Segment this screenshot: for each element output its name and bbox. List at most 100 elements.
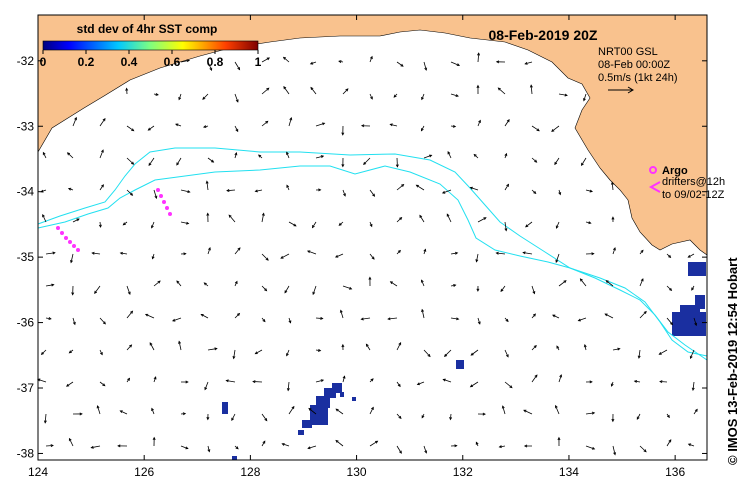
current-arrow (365, 343, 371, 351)
current-arrow (315, 155, 325, 159)
current-arrow (341, 157, 345, 168)
current-arrow (315, 316, 324, 320)
current-arrow (531, 313, 536, 319)
colorbar (42, 40, 259, 51)
current-arrow (555, 221, 560, 229)
current-arrow (122, 221, 128, 226)
current-arrow (369, 55, 373, 63)
current-arrow (611, 216, 615, 223)
current-arrow (261, 440, 266, 447)
current-arrow (339, 309, 344, 319)
colorbar-title: std dev of 4hr SST comp (77, 22, 218, 36)
current-arrow (234, 280, 238, 287)
current-arrow (261, 413, 268, 422)
current-arrow (498, 445, 506, 449)
current-arrow (476, 285, 480, 292)
current-arrow (338, 60, 344, 64)
current-arrow (180, 59, 191, 63)
current-arrow (360, 124, 371, 128)
current-arrow (334, 253, 344, 258)
current-arrow (610, 181, 614, 191)
current-arrow (396, 61, 404, 67)
y-tick-label: -37 (17, 381, 35, 395)
current-arrow (254, 349, 263, 355)
current-arrow (288, 317, 292, 324)
current-vectors (37, 52, 698, 456)
current-arrow (205, 180, 209, 191)
colorbar-ticks: 0 0.2 0.4 0.6 0.8 1 (40, 50, 262, 69)
current-arrow (531, 344, 537, 351)
current-arrow (477, 52, 481, 63)
current-arrow (286, 151, 290, 159)
current-arrow (42, 213, 47, 223)
current-arrow (639, 249, 644, 255)
current-arrow (126, 157, 135, 165)
current-arrow (72, 412, 83, 416)
y-tick-label: -36 (17, 316, 35, 330)
current-arrow (363, 157, 371, 166)
current-arrow (283, 86, 290, 95)
current-arrow (450, 284, 457, 287)
current-arrow (389, 281, 398, 287)
current-arrow (421, 93, 425, 101)
current-arrow (524, 61, 533, 65)
current-arrow (396, 342, 402, 351)
current-arrow (66, 152, 74, 159)
argo-label: Argo (662, 165, 688, 177)
current-arrow (369, 189, 376, 197)
current-arrow (282, 56, 290, 63)
current-arrow (261, 120, 269, 127)
current-arrow (369, 378, 374, 383)
x-tick-label: 134 (559, 465, 579, 479)
current-arrow (504, 221, 508, 232)
current-arrow (497, 87, 506, 95)
current-arrow (126, 125, 135, 132)
current-arrow (450, 251, 459, 255)
current-arrow (45, 444, 54, 448)
current-arrow (416, 381, 425, 386)
current-arrow (180, 221, 190, 225)
colorbar-tick-label: 0.6 (164, 55, 181, 69)
colorbar-tick-label: 1 (255, 55, 262, 69)
current-arrow (288, 221, 297, 227)
x-tick-label: 136 (665, 465, 685, 479)
current-arrow (180, 252, 187, 256)
current-arrow (558, 93, 568, 97)
current-arrow (444, 349, 452, 357)
current-arrow (687, 253, 695, 258)
current-arrow (395, 157, 399, 168)
current-arrow (423, 349, 431, 358)
current-arrow (342, 375, 346, 383)
colorbar-tick-label: 0.4 (121, 55, 138, 69)
side-credit: © IMOS 13-Feb-2019 12:54 Hobart (725, 257, 740, 465)
drifters-label: drifters@12h (662, 176, 725, 188)
current-arrow (612, 347, 621, 351)
current-arrow (396, 445, 402, 454)
current-arrow (45, 317, 52, 320)
current-arrow (45, 283, 55, 287)
current-arrow (310, 86, 317, 95)
current-arrow (585, 189, 593, 193)
current-arrow (577, 317, 587, 322)
current-arrow (148, 157, 155, 167)
current-arrow (583, 93, 587, 102)
x-tick-label: 128 (240, 465, 260, 479)
current-arrow (580, 157, 587, 167)
current-arrow (207, 157, 215, 163)
current-arrow (68, 349, 74, 354)
current-arrow (441, 189, 452, 194)
current-arrow (450, 444, 458, 448)
current-arrow (153, 92, 159, 96)
model-label: NRT00 GSL (598, 46, 658, 58)
scale-arrow (608, 86, 634, 94)
current-arrow (176, 280, 182, 287)
current-arrow (40, 349, 47, 355)
x-tick-label: 130 (347, 465, 367, 479)
current-arrow (126, 189, 134, 196)
current-arrow (99, 349, 103, 356)
current-arrow (475, 253, 479, 263)
current-arrow (207, 61, 213, 71)
current-arrow (252, 380, 263, 384)
current-arrow (551, 125, 560, 132)
current-arrow (442, 378, 452, 383)
